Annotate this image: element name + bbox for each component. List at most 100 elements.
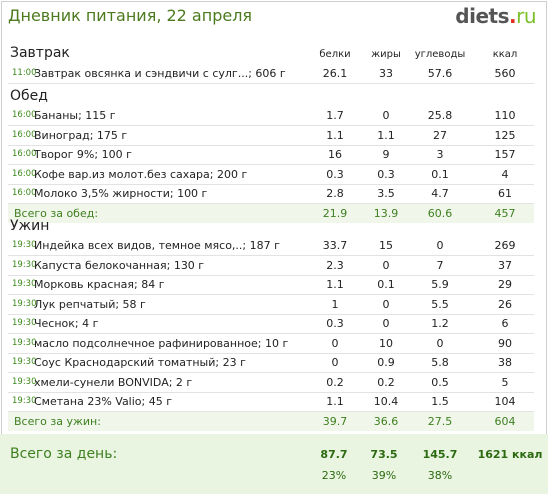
kcal-value: 157 xyxy=(494,148,516,161)
day-total-label: Всего за день: xyxy=(10,446,118,462)
carbs-value: 0 xyxy=(436,239,444,252)
logo-main: diets xyxy=(455,4,509,28)
day-fat-pct: 39% xyxy=(371,469,397,482)
kcal-value: 5 xyxy=(501,375,509,389)
carbs-value: 0 xyxy=(436,336,444,350)
page-title: Дневник питания, 22 апреля xyxy=(8,6,253,25)
food-name[interactable]: масло подсолнечное рафинированное; 10 г xyxy=(34,336,289,350)
food-row[interactable]: 11:00 Завтрак овсянка и сэндвичи с сулг..… xyxy=(8,64,534,84)
food-name[interactable]: Творог 9%; 100 г xyxy=(34,148,132,161)
fat-value: 0 xyxy=(382,258,390,272)
protein-value: 16 xyxy=(328,148,342,161)
food-row[interactable]: 16:00 Кофе вар.из молот.без сахара; 200 г… xyxy=(8,165,534,185)
meal-time: 19:30 xyxy=(12,259,37,270)
carbs-value: 25.8 xyxy=(427,109,453,122)
kcal-value: 604 xyxy=(494,414,516,428)
total-label: Всего за обед: xyxy=(14,206,99,220)
protein-value: 39.7 xyxy=(322,414,348,428)
protein-value: 1.1 xyxy=(326,128,344,142)
fat-value: 0.9 xyxy=(377,356,395,369)
food-name[interactable]: Индейка всех видов, темное мясо,..; 187 … xyxy=(34,239,280,252)
carbs-value: 7 xyxy=(436,258,444,272)
meal-time: 16:00 xyxy=(12,110,37,120)
meal-time: 11:00 xyxy=(12,68,37,78)
food-row[interactable]: 16:00 Виноград; 175 г 1.1 1.1 27 125 xyxy=(8,126,534,146)
protein-value: 1.7 xyxy=(326,109,344,122)
carbs-value: 60.6 xyxy=(427,206,453,220)
kcal-value: 560 xyxy=(494,67,516,80)
meal-time: 19:30 xyxy=(12,337,37,348)
food-name[interactable]: Капуста белокочанная; 130 г xyxy=(34,258,205,272)
carbs-value: 5.9 xyxy=(431,278,449,291)
dinner-title: Ужин xyxy=(10,218,50,234)
fat-value: 10.4 xyxy=(373,395,399,408)
fat-value: 15 xyxy=(379,239,393,252)
food-name[interactable]: Чеснок; 4 г xyxy=(34,317,99,330)
food-name[interactable]: Бананы; 115 г xyxy=(34,109,116,122)
kcal-value: 269 xyxy=(494,239,516,252)
food-name[interactable]: Соус Краснодарский томатный; 23 г xyxy=(34,356,246,369)
food-name[interactable]: Лук репчатый; 58 г xyxy=(34,297,146,311)
col-protein: белки xyxy=(319,49,351,60)
protein-value: 0.2 xyxy=(326,375,344,389)
protein-value: 0 xyxy=(331,336,339,350)
food-name[interactable]: Виноград; 175 г xyxy=(34,128,128,142)
protein-value: 21.9 xyxy=(322,206,348,220)
food-name[interactable]: Молоко 3,5% жирности; 100 г xyxy=(34,187,208,200)
kcal-value: 457 xyxy=(494,206,516,220)
food-row[interactable]: 16:00 Творог 9%; 100 г 16 9 3 157 xyxy=(8,145,534,165)
day-carbs: 145.7 xyxy=(422,448,458,461)
food-row[interactable]: 19:30 Индейка всех видов, темное мясо,..;… xyxy=(8,236,534,256)
meal-time: 19:30 xyxy=(12,396,37,406)
meal-time: 19:30 xyxy=(12,318,37,328)
fat-value: 1.1 xyxy=(377,128,395,142)
food-row[interactable]: 19:30 Лук репчатый; 58 г 1 0 5.5 26 xyxy=(8,295,534,315)
fat-value: 0 xyxy=(382,109,390,122)
kcal-value: 29 xyxy=(498,278,512,291)
carbs-value: 4.7 xyxy=(431,187,449,200)
food-name[interactable]: Морковь красная; 84 г xyxy=(34,278,165,291)
site-logo[interactable]: diets.ru xyxy=(455,4,536,28)
kcal-value: 61 xyxy=(498,187,512,200)
day-protein: 87.7 xyxy=(320,448,348,461)
carbs-value: 27.5 xyxy=(427,414,453,428)
food-row[interactable]: 19:30 хмели-сунели BONVIDA; 2 г 0.2 0.2 0.5 5 xyxy=(8,373,534,393)
food-row[interactable]: 19:30 масло подсолнечное рафинированное; … xyxy=(8,334,534,354)
protein-value: 0 xyxy=(331,356,339,369)
carbs-value: 1.5 xyxy=(431,395,449,408)
protein-value: 1 xyxy=(331,297,339,311)
protein-value: 33.7 xyxy=(322,239,348,252)
food-name[interactable]: Завтрак овсянка и сэндвичи с сулг...; 60… xyxy=(34,67,286,80)
carbs-value: 3 xyxy=(436,148,444,161)
carbs-value: 0.5 xyxy=(431,375,449,389)
meal-time: 19:30 xyxy=(12,298,37,309)
day-protein-pct: 23% xyxy=(321,469,347,482)
carbs-value: 0.1 xyxy=(431,167,449,181)
food-row[interactable]: 19:30 Соус Краснодарский томатный; 23 г 0 0… xyxy=(8,353,534,373)
day-kcal: 1621 ккал xyxy=(477,448,543,461)
protein-value: 26.1 xyxy=(322,67,348,80)
dinner-total-row: Всего за ужин: 39.7 36.6 27.5 604 xyxy=(8,411,534,431)
food-name[interactable]: хмели-сунели BONVIDA; 2 г xyxy=(34,375,193,389)
carbs-value: 5.8 xyxy=(431,356,449,369)
carbs-value: 57.6 xyxy=(427,67,453,80)
food-name[interactable]: Кофе вар.из молот.без сахара; 200 г xyxy=(34,167,248,181)
fat-value: 33 xyxy=(379,67,393,80)
food-row[interactable]: 19:30 Сметана 23% Valio; 45 г 1.1 10.4 1.5 10… xyxy=(8,392,534,412)
food-row[interactable]: 16:00 Молоко 3,5% жирности; 100 г 2.8 3.5 4.… xyxy=(8,184,534,204)
fat-value: 0.2 xyxy=(377,375,395,389)
fat-value: 9 xyxy=(382,148,390,161)
food-row[interactable]: 19:30 Чеснок; 4 г 0.3 0 1.2 6 xyxy=(8,314,534,334)
protein-value: 1.1 xyxy=(326,278,344,291)
food-row[interactable]: 19:30 Капуста белокочанная; 130 г 2.3 0 7 37 xyxy=(8,256,534,276)
kcal-value: 104 xyxy=(494,395,516,408)
meal-time: 19:30 xyxy=(12,357,37,367)
total-label: Всего за ужин: xyxy=(14,414,101,428)
food-row[interactable]: 19:30 Морковь красная; 84 г 1.1 0.1 5.9 29 xyxy=(8,275,534,295)
kcal-value: 4 xyxy=(501,167,509,181)
food-name[interactable]: Сметана 23% Valio; 45 г xyxy=(34,395,172,408)
protein-value: 2.3 xyxy=(326,258,344,272)
food-row[interactable]: 16:00 Бананы; 115 г 1.7 0 25.8 110 xyxy=(8,106,534,126)
breakfast-title: Завтрак xyxy=(10,45,70,61)
kcal-value: 26 xyxy=(498,297,512,311)
